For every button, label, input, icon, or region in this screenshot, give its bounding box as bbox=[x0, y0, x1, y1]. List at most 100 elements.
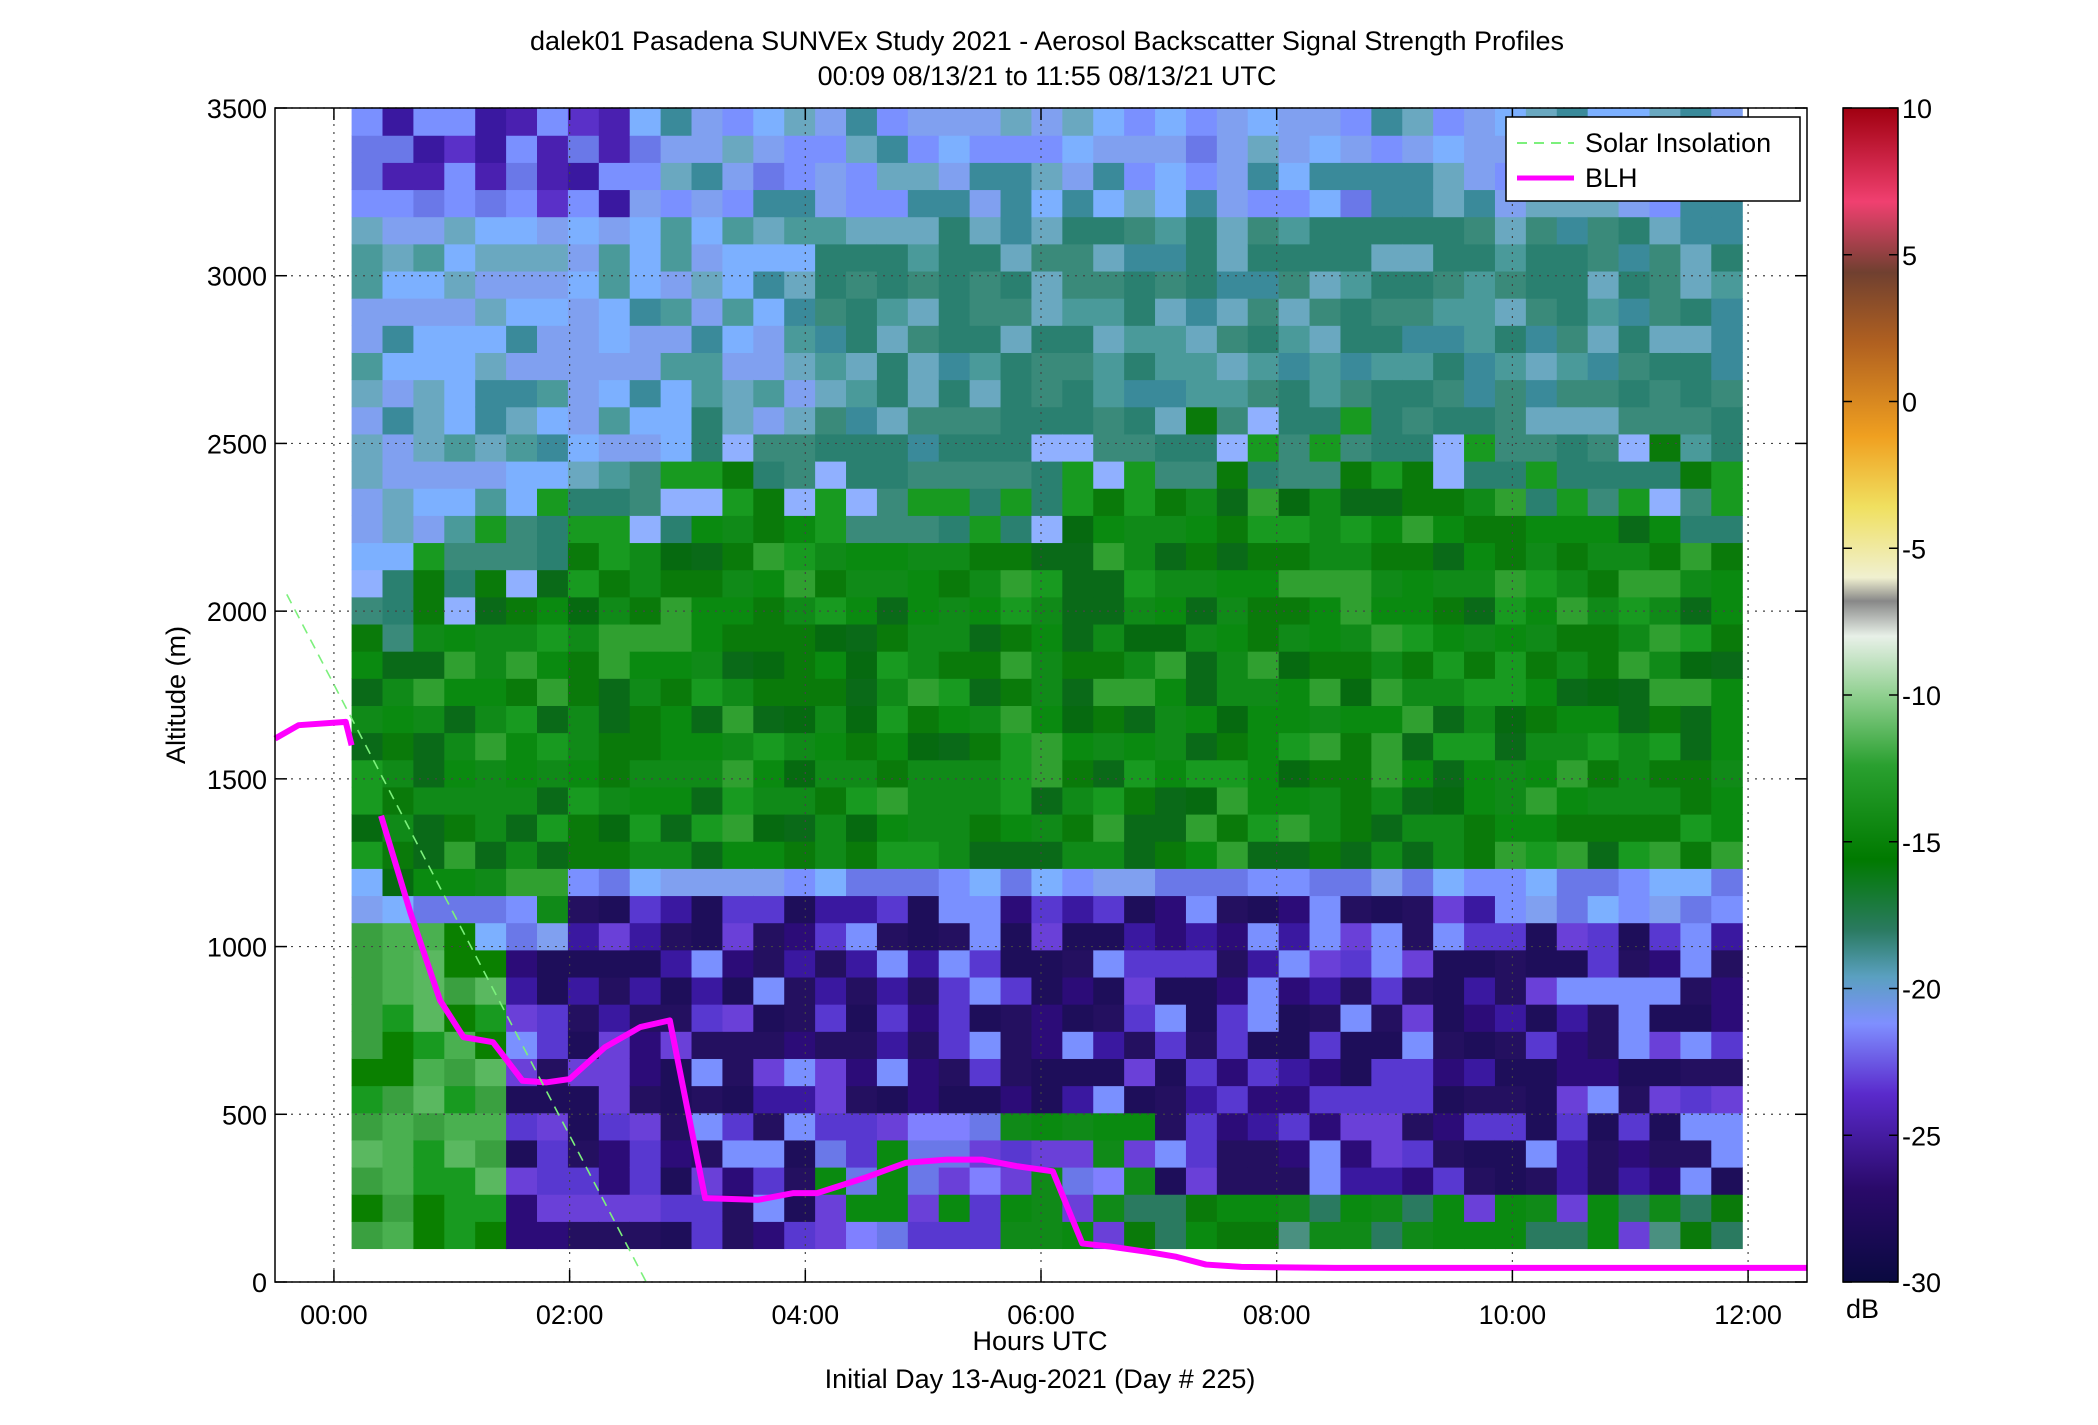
heatmap-cell bbox=[1278, 515, 1311, 544]
heatmap-cell bbox=[382, 1004, 415, 1032]
heatmap-cell bbox=[846, 1058, 878, 1087]
heatmap-cell bbox=[938, 1112, 971, 1141]
heatmap-cell bbox=[753, 976, 785, 1005]
heatmap-cell bbox=[1000, 841, 1033, 869]
heatmap-cell bbox=[1093, 868, 1125, 897]
heatmap-cell bbox=[660, 488, 693, 516]
heatmap-cell bbox=[475, 542, 507, 571]
heatmap-cell bbox=[815, 243, 847, 272]
y-tick-label: 1500 bbox=[207, 765, 267, 795]
heatmap-cell bbox=[1309, 651, 1342, 679]
heatmap-cell bbox=[1124, 976, 1156, 1005]
heatmap-cell bbox=[846, 243, 878, 272]
heatmap-cell bbox=[907, 379, 940, 408]
heatmap-cell bbox=[1247, 270, 1280, 299]
heatmap-cell bbox=[1093, 216, 1125, 245]
heatmap-cell bbox=[1649, 678, 1681, 706]
heatmap-cell bbox=[691, 732, 724, 761]
heatmap-cell bbox=[1556, 488, 1589, 516]
heatmap-cell bbox=[629, 1221, 662, 1250]
heatmap-cell bbox=[1124, 108, 1156, 136]
heatmap-cell bbox=[1680, 515, 1712, 544]
heatmap-cell bbox=[1433, 922, 1465, 951]
heatmap-cell bbox=[1155, 460, 1187, 489]
heatmap-cell bbox=[938, 243, 971, 272]
heatmap-cell bbox=[1216, 406, 1249, 435]
heatmap-cell bbox=[784, 216, 816, 245]
heatmap-cell bbox=[1464, 270, 1496, 299]
heatmap-cell bbox=[1649, 1058, 1681, 1087]
heatmap-cell bbox=[1278, 949, 1311, 978]
heatmap-cell bbox=[660, 759, 693, 788]
heatmap-cell bbox=[1494, 216, 1527, 245]
heatmap-cell bbox=[506, 1139, 538, 1168]
heatmap-cell bbox=[846, 270, 878, 299]
heatmap-cell bbox=[907, 922, 940, 951]
heatmap-cell bbox=[567, 705, 600, 734]
heatmap-cell bbox=[413, 759, 445, 788]
heatmap-cell bbox=[1216, 460, 1249, 489]
heatmap-cell bbox=[1124, 1085, 1156, 1114]
heatmap-cell bbox=[413, 433, 445, 462]
heatmap-cell bbox=[1525, 732, 1558, 761]
heatmap-cell bbox=[598, 786, 631, 815]
heatmap-cell bbox=[598, 1194, 631, 1222]
heatmap-cell bbox=[537, 270, 569, 299]
heatmap-cell bbox=[1464, 922, 1496, 951]
heatmap-cell bbox=[1000, 135, 1033, 163]
heatmap-cell bbox=[1309, 379, 1342, 408]
heatmap-cell bbox=[1433, 1004, 1465, 1032]
heatmap-cell bbox=[1494, 243, 1527, 272]
heatmap-cell bbox=[907, 895, 940, 924]
heatmap-cell bbox=[1093, 352, 1125, 381]
heatmap-cell bbox=[1494, 1031, 1527, 1059]
heatmap-cell bbox=[1494, 406, 1527, 435]
heatmap-cell bbox=[1309, 352, 1342, 381]
heatmap-cell bbox=[1525, 705, 1558, 734]
heatmap-cell bbox=[784, 596, 816, 625]
heatmap-cell bbox=[969, 1031, 1002, 1059]
heatmap-cell bbox=[1278, 976, 1311, 1005]
heatmap-cell bbox=[1680, 216, 1712, 245]
heatmap-cell bbox=[691, 895, 724, 924]
heatmap-cell bbox=[938, 270, 971, 299]
heatmap-cell bbox=[1494, 460, 1527, 489]
heatmap-cell bbox=[1525, 216, 1558, 245]
heatmap-cell bbox=[1155, 243, 1187, 272]
heatmap-cell bbox=[1000, 949, 1033, 978]
heatmap-cell bbox=[846, 325, 878, 353]
heatmap-cell bbox=[1402, 949, 1434, 978]
heatmap-cell bbox=[1124, 325, 1156, 353]
heatmap-cell bbox=[1247, 325, 1280, 353]
heatmap-cell bbox=[1494, 569, 1527, 598]
heatmap-cell bbox=[1494, 1085, 1527, 1114]
heatmap-cell bbox=[1680, 651, 1712, 679]
heatmap-cell bbox=[938, 1139, 971, 1168]
heatmap-cell bbox=[413, 1139, 445, 1168]
heatmap-cell bbox=[969, 216, 1002, 245]
heatmap-cell bbox=[475, 786, 507, 815]
heatmap-cell bbox=[1649, 949, 1681, 978]
heatmap-cell bbox=[1680, 623, 1712, 652]
heatmap-cell bbox=[907, 406, 940, 435]
heatmap-cell bbox=[382, 623, 415, 652]
heatmap-cell bbox=[846, 949, 878, 978]
heatmap-cell bbox=[876, 1031, 909, 1059]
heatmap-cell bbox=[1525, 1139, 1558, 1168]
heatmap-cell bbox=[1155, 216, 1187, 245]
heatmap-cell bbox=[1000, 868, 1033, 897]
heatmap-cell bbox=[938, 1194, 971, 1222]
heatmap-cell bbox=[1587, 976, 1620, 1005]
heatmap-cell bbox=[629, 841, 662, 869]
heatmap-cell bbox=[722, 298, 754, 326]
heatmap-cell bbox=[1031, 488, 1063, 516]
heatmap-cell bbox=[1216, 108, 1249, 136]
heatmap-cell bbox=[938, 135, 971, 163]
heatmap-cell bbox=[1000, 651, 1033, 679]
heatmap-cell bbox=[1433, 243, 1465, 272]
heatmap-cell bbox=[1711, 352, 1743, 381]
heatmap-cell bbox=[1062, 786, 1094, 815]
heatmap-cell bbox=[629, 406, 662, 435]
heatmap-cell bbox=[722, 732, 754, 761]
heatmap-cell bbox=[382, 352, 415, 381]
